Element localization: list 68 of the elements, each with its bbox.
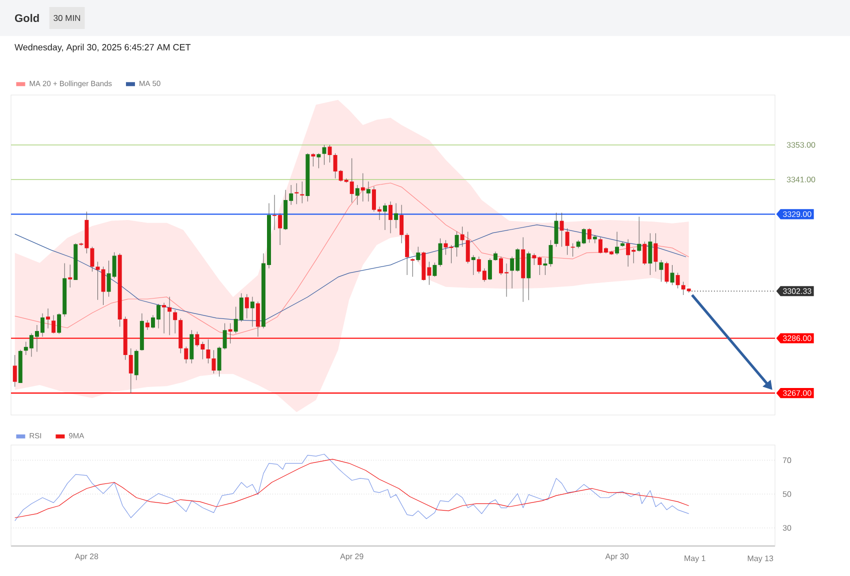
candlestick [322,144,326,166]
y-tick-label: 50 [782,491,792,497]
candlestick [471,254,476,276]
y-tick-label: 30 [782,525,792,531]
candlestick [454,231,459,257]
candlestick [46,308,50,329]
candlestick [355,184,360,206]
candlestick [57,313,62,334]
candlestick [162,302,166,334]
candlestick [294,183,299,204]
candlestick [168,296,172,336]
ref-line-label: 3341.00 [786,176,816,182]
text: May 13 [748,556,774,563]
candlestick [560,212,564,248]
chart-title: Gold [14,14,39,22]
candlestick [637,216,642,252]
candlestick [438,238,442,267]
candlestick [360,172,365,202]
candlestick [400,204,404,244]
ref-line-label: 3329.00 [782,211,812,217]
candlestick [654,232,658,272]
text: 30 MIN [54,14,80,21]
candlestick [184,346,188,364]
candlestick [173,310,178,334]
candlestick [244,294,249,319]
candlestick [388,201,393,234]
ref-line-label: 3353.00 [786,142,816,148]
text: May 1 [684,556,706,563]
candlestick [12,354,17,387]
candlestick [68,264,72,288]
ref-line-label: 3286.00 [782,335,812,342]
candlestick [565,228,570,256]
candlestick [410,258,415,278]
candlestick [488,258,492,280]
chart-subtitle: Wednesday, April 30, 2025 6:45:27 AM CET [14,44,191,52]
candlestick [405,232,410,276]
candlestick [394,202,398,229]
x-tick-label: Apr 30 [605,554,628,561]
candlestick [90,246,94,272]
x-tick-label: Apr 28 [74,554,98,561]
candlestick [145,320,150,330]
candlestick [128,348,133,394]
y-tick-label: 70 [782,457,792,464]
candlestick [648,232,652,276]
candlestick [383,202,387,230]
candlestick [676,272,680,289]
candlestick [615,232,620,256]
candlestick [256,301,260,338]
candlestick [642,241,647,266]
candlestick [659,260,664,282]
candlestick [316,153,321,169]
candlestick [250,296,254,327]
candlestick [466,232,470,264]
candlestick [664,262,669,284]
candlestick [460,226,464,248]
ref-line-label: 3267.00 [782,390,812,396]
candlestick [96,262,100,300]
candlestick [311,153,316,167]
candlestick [52,314,56,334]
candlestick [670,264,674,286]
x-tick-label: Apr 29 [340,554,364,561]
candlestick [416,246,420,262]
candlestick [206,339,210,364]
candlestick [587,228,592,243]
candlestick [432,262,437,278]
candlestick [366,181,370,202]
ref-line-label: 3302.33 [782,288,812,294]
candlestick [620,241,625,248]
